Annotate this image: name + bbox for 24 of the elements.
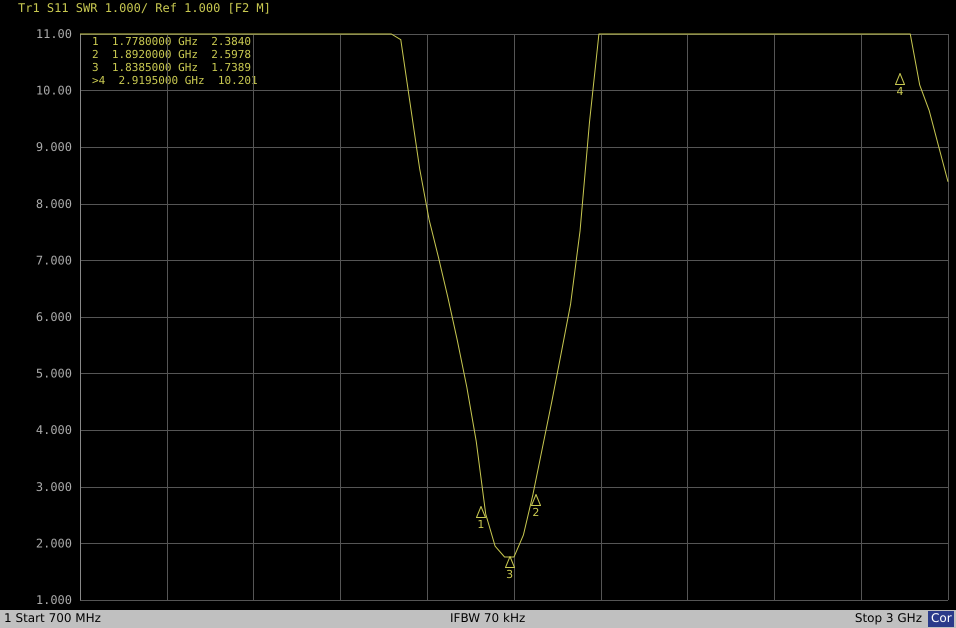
y-tick-label: 10.00 (36, 84, 72, 98)
annotation: 2 (532, 506, 540, 519)
annotation: 1 1.7780000 GHz 2.3840 (92, 35, 251, 48)
y-tick-label: 2.000 (36, 536, 72, 550)
text: 1 Start 700 MHz (4, 611, 101, 625)
annotation: 2 1.8920000 GHz 2.5978 (92, 48, 251, 61)
text: Stop 3 GHz (854, 611, 922, 625)
y-tick-label: 9.000 (36, 140, 72, 154)
text: Cor (931, 611, 952, 625)
y-tick-label: 3.000 (36, 480, 72, 494)
y-tick-label: 1.000 (36, 593, 72, 607)
y-tick-label: 8.000 (36, 196, 72, 211)
y-tick-label: 6.000 (36, 310, 72, 324)
y-tick-label: 5.000 (36, 366, 72, 381)
y-tick-label: 7.000 (36, 253, 72, 268)
y-tick-label: 11.00 (36, 27, 72, 41)
annotation: >4 2.9195000 GHz 10.201 (92, 74, 258, 87)
y-tick-label: 4.000 (36, 423, 72, 438)
text: IFBW 70 kHz (450, 611, 526, 625)
annotation: 1 (477, 518, 484, 531)
annotation: 3 1.8385000 GHz 1.7389 (92, 61, 251, 74)
annotation: 4 (896, 85, 904, 98)
text: Tr1 S11 SWR 1.000/ Ref 1.000 [F2 M] (18, 1, 271, 15)
annotation: 3 (506, 568, 514, 582)
